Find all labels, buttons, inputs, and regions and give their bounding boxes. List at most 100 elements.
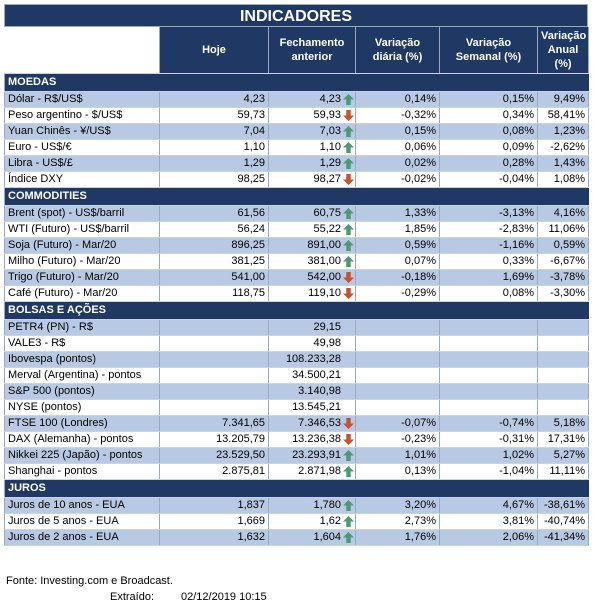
cell-variacao-anual: 5,27%: [537, 447, 589, 464]
section-header: BOLSAS E AÇÕES: [4, 301, 589, 320]
cell-variacao-semanal: 0,33%: [439, 253, 538, 270]
cell-variacao-diaria: -0,02%: [355, 171, 440, 188]
cell-fechamento-wrap: 59,93: [269, 108, 355, 123]
cell-variacao-diaria: [355, 399, 440, 416]
table-row: Trigo (Futuro) - Mar/20 541,00 542,00 -0,18…: [4, 269, 589, 286]
cell-fechamento-value: 1,29: [319, 157, 341, 169]
cell-variacao-semanal: 2,06%: [439, 529, 538, 546]
cell-fechamento: 1,604: [268, 529, 356, 546]
cell-variacao-semanal: -0,31%: [439, 431, 538, 448]
cell-fechamento-value: 29,15: [313, 321, 341, 333]
arrow-up-icon: [343, 142, 354, 153]
cell-fechamento-wrap: 119,10: [269, 286, 355, 301]
cell-fechamento: 119,10: [268, 285, 356, 302]
header-row: Hoje Fechamento anterior Variação diária…: [4, 27, 589, 74]
cell-variacao-diaria: 1,85%: [355, 221, 440, 238]
cell-fechamento: 7,03: [268, 123, 356, 140]
cell-fechamento: 60,75: [268, 205, 356, 222]
table-row: FTSE 100 (Londres) 7.341,65 7.346,53 -0,07%…: [4, 415, 589, 432]
cell-variacao-diaria: [355, 319, 440, 336]
row-label: Juros de 5 anos - EUA: [4, 513, 160, 530]
row-label: WTI (Futuro) - US$/barril: [4, 221, 160, 238]
cell-hoje: 896,25: [159, 237, 269, 254]
cell-fechamento: 108.233,28: [268, 351, 356, 368]
cell-hoje: 1,10: [159, 139, 269, 156]
cell-variacao-semanal: [439, 319, 538, 336]
section-header: COMMODITIES: [4, 187, 589, 206]
cell-variacao-diaria: 0,14%: [355, 91, 440, 108]
table-row: Índice DXY 98,25 98,27 -0,02% -0,04% 1,08%: [4, 171, 589, 188]
footer-extracted-label: Extraído:: [110, 591, 155, 603]
cell-hoje: 2.875,81: [159, 463, 269, 480]
arrow-up-icon: [343, 224, 354, 235]
cell-fechamento-wrap: 3.140,98: [269, 384, 355, 399]
section-header: MOEDAS: [4, 73, 589, 92]
cell-fechamento: 29,15: [268, 319, 356, 336]
cell-fechamento-value: 23.293,91: [292, 449, 341, 461]
arrow-up-icon: [343, 500, 354, 511]
cell-fechamento-wrap: 542,00: [269, 270, 355, 285]
cell-hoje: 541,00: [159, 269, 269, 286]
arrow-up-icon: [343, 532, 354, 543]
table-row: VALE3 - R$ 49,98: [4, 335, 589, 352]
cell-fechamento: 4,23: [268, 91, 356, 108]
row-label: VALE3 - R$: [4, 335, 160, 352]
row-label: Soja (Futuro) - Mar/20: [4, 237, 160, 254]
page-title: INDICADORES: [4, 4, 588, 27]
cell-hoje: 13.205,79: [159, 431, 269, 448]
cell-variacao-diaria: 1,33%: [355, 205, 440, 222]
table-row: S&P 500 (pontos) 3.140,98: [4, 383, 589, 400]
cell-variacao-anual: 1,08%: [537, 171, 589, 188]
cell-fechamento-wrap: 49,98: [269, 336, 355, 351]
cell-fechamento-wrap: 891,00: [269, 238, 355, 253]
cell-variacao-anual: 11,11%: [537, 463, 589, 480]
cell-fechamento-wrap: 98,27: [269, 172, 355, 187]
row-label: DAX (Alemanha) - pontos: [4, 431, 160, 448]
arrow-up-icon: [343, 240, 354, 251]
cell-variacao-diaria: 0,02%: [355, 155, 440, 172]
cell-variacao-anual: 1,23%: [537, 123, 589, 140]
cell-hoje: 98,25: [159, 171, 269, 188]
cell-variacao-anual: -40,74%: [537, 513, 589, 530]
row-label: Juros de 10 anos - EUA: [4, 497, 160, 514]
row-label: Euro - US$/€: [4, 139, 160, 156]
cell-variacao-anual: -3,30%: [537, 285, 589, 302]
cell-hoje: 7.341,65: [159, 415, 269, 432]
row-label: S&P 500 (pontos): [4, 383, 160, 400]
cell-fechamento: 13.545,21: [268, 399, 356, 416]
cell-variacao-diaria: -0,18%: [355, 269, 440, 286]
row-label: Shanghai - pontos: [4, 463, 160, 480]
cell-variacao-semanal: 1,69%: [439, 269, 538, 286]
cell-variacao-anual: 9,49%: [537, 91, 589, 108]
cell-fechamento-value: 119,10: [308, 287, 341, 299]
cell-fechamento-value: 1,604: [313, 531, 341, 543]
section-title: MOEDAS: [4, 73, 589, 92]
cell-hoje: 1,632: [159, 529, 269, 546]
arrow-up-icon: [343, 158, 354, 169]
arrow-down-icon: [343, 272, 354, 283]
cell-hoje: 1,837: [159, 497, 269, 514]
indicators-table: Hoje Fechamento anterior Variação diária…: [4, 27, 589, 546]
cell-variacao-diaria: -0,29%: [355, 285, 440, 302]
cell-variacao-semanal: -1,04%: [439, 463, 538, 480]
cell-variacao-semanal: 0,15%: [439, 91, 538, 108]
cell-fechamento-wrap: 1,780: [269, 498, 355, 513]
table-row: Soja (Futuro) - Mar/20 896,25 891,00 0,59% -…: [4, 237, 589, 254]
cell-fechamento: 2.871,98: [268, 463, 356, 480]
cell-variacao-anual: -41,34%: [537, 529, 589, 546]
cell-variacao-anual: -6,67%: [537, 253, 589, 270]
cell-fechamento: 98,27: [268, 171, 356, 188]
cell-variacao-diaria: [355, 367, 440, 384]
arrow-up-icon: [343, 450, 354, 461]
cell-variacao-diaria: -0,23%: [355, 431, 440, 448]
arrow-up-icon: [343, 94, 354, 105]
cell-variacao-diaria: 1,76%: [355, 529, 440, 546]
table-row: Dólar - R$/US$ 4,23 4,23 0,14% 0,15% 9,49%: [4, 91, 589, 108]
arrow-up-icon: [343, 126, 354, 137]
cell-fechamento-value: 13.545,21: [292, 401, 341, 413]
row-label: Nikkei 225 (Japão) - pontos: [4, 447, 160, 464]
table-row: Yuan Chinês - ¥/US$ 7,04 7,03 0,15% 0,08% 1,2…: [4, 123, 589, 140]
cell-variacao-semanal: 0,09%: [439, 139, 538, 156]
cell-fechamento: 891,00: [268, 237, 356, 254]
cell-variacao-semanal: [439, 367, 538, 384]
